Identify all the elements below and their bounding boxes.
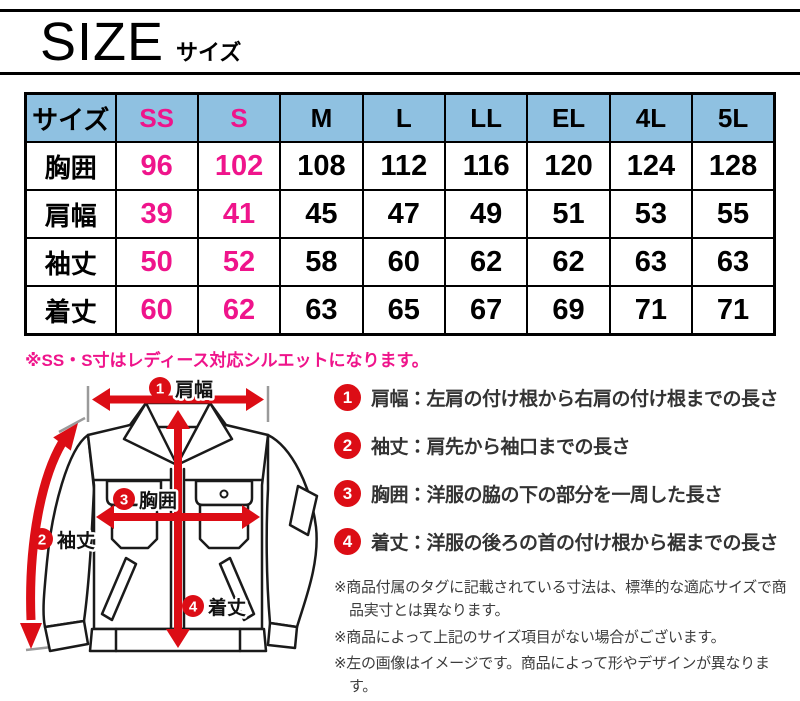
row-label: 袖丈 [24, 237, 117, 287]
size-value: 116 [443, 141, 529, 191]
row-label: 着丈 [24, 285, 117, 336]
legend-text: 袖丈：肩先から袖口までの長さ [371, 437, 631, 458]
section-header: SIZE サイズ [0, 9, 800, 75]
marker-1-number: 1 [156, 381, 164, 398]
measurement-section: 1 肩幅 2 袖丈 3 胸囲 4 着丈 1 肩幅：左肩の付け根から右肩の付け根ま… [0, 377, 800, 701]
size-chart-page: SIZE サイズ サイズ SS S M L LL EL 4L 5L [0, 9, 800, 695]
body-length-label: 着丈 [208, 596, 246, 619]
marker-1-circle [149, 377, 171, 399]
row-label: 胸囲 [24, 141, 117, 191]
sleeve-length-label: 袖丈 [56, 529, 95, 552]
jacket-measurement-diagram: 1 肩幅 2 袖丈 3 胸囲 4 着丈 [20, 377, 319, 653]
marker-4-circle [182, 595, 204, 617]
note-image-sample: ※左の画像はイメージです。商品によって形やデザインが異なります。 [334, 654, 770, 695]
sleeve-length-arrow [26, 440, 66, 621]
size-value: 50 [114, 237, 199, 287]
table-header-row: サイズ SS S M L LL EL 4L 5L [24, 92, 776, 143]
marker-3-number: 3 [120, 492, 128, 509]
size-value: 58 [279, 237, 364, 287]
legend-number-badge: 1 [334, 384, 361, 411]
size-value: 41 [196, 189, 282, 239]
legend-item-chest: 3 胸囲：洋服の脇の下の部分を一周した長さ [334, 480, 796, 507]
marker-2-circle [31, 528, 53, 550]
page-subtitle: サイズ [176, 40, 242, 65]
measurement-legend: 1 肩幅：左肩の付け根から右肩の付け根までの長さ 2 袖丈：肩先から袖口までの長… [334, 384, 796, 555]
size-value: 60 [361, 237, 447, 287]
marker-2-number: 2 [38, 532, 46, 549]
size-table-wrap: サイズ SS S M L LL EL 4L 5L 胸囲 96 102 108 [24, 92, 776, 336]
legend-text: 胸囲：洋服の脇の下の部分を一周した長さ [371, 485, 723, 506]
size-value: 102 [196, 141, 282, 191]
disclaimer-notes: ※商品付属のタグに記載されている寸法は、標準的な適応サイズで商品実寸とは異なりま… [334, 576, 796, 698]
size-value: 63 [608, 237, 694, 287]
size-value: 60 [114, 285, 199, 336]
legend-item-length: 4 着丈：洋服の後ろの首の付け根から裾までの長さ [334, 528, 796, 555]
legend-item-sleeve: 2 袖丈：肩先から袖口までの長さ [334, 432, 796, 459]
size-value: 62 [526, 237, 611, 287]
size-value: 47 [361, 189, 447, 239]
col-header-el: EL [526, 92, 611, 143]
size-value: 49 [443, 189, 529, 239]
ladies-size-note: ※SS・S寸はレディース対応シルエットになります。 [25, 351, 429, 370]
col-header-ll: LL [443, 92, 529, 143]
col-header-s: S [196, 92, 282, 143]
size-value: 67 [443, 285, 529, 336]
size-value: 55 [691, 189, 776, 239]
table-row-shoulder: 肩幅 39 41 45 47 49 51 53 55 [24, 189, 776, 239]
jacket-illustration [42, 401, 319, 653]
size-value: 96 [114, 141, 199, 191]
size-value: 39 [114, 189, 199, 239]
note-missing-items: ※商品によって上記のサイズ項目がない場合がございます。 [334, 628, 726, 646]
legend-text: 着丈：洋服の後ろの首の付け根から裾までの長さ [371, 533, 779, 554]
col-header-5l: 5L [691, 92, 776, 143]
size-value: 45 [279, 189, 364, 239]
size-value: 124 [608, 141, 694, 191]
size-value: 63 [279, 285, 364, 336]
legend-number-badge: 2 [334, 432, 361, 459]
size-value: 52 [196, 237, 282, 287]
col-header-4l: 4L [608, 92, 694, 143]
size-table: サイズ SS S M L LL EL 4L 5L 胸囲 96 102 108 [24, 92, 776, 336]
reference-tick-marks [25, 386, 270, 652]
size-value: 51 [526, 189, 611, 239]
row-label: 肩幅 [24, 189, 117, 239]
page-title: SIZE [40, 12, 165, 72]
chest-label: 胸囲 [139, 489, 177, 512]
size-value: 120 [526, 141, 611, 191]
size-value: 65 [361, 285, 447, 336]
note-tag-size: ※商品付属のタグに記載されている寸法は、標準的な適応サイズで商品実寸とは異なりま… [334, 579, 787, 620]
size-value: 71 [608, 285, 694, 336]
table-row-sleeve: 袖丈 50 52 58 60 62 62 63 63 [24, 237, 776, 287]
table-row-length: 着丈 60 62 63 65 67 69 71 71 [24, 285, 776, 336]
size-value: 128 [691, 141, 776, 191]
legend-number-badge: 3 [334, 480, 361, 507]
col-header-ss: SS [114, 92, 199, 143]
size-value: 112 [361, 141, 447, 191]
legend-item-shoulder: 1 肩幅：左肩の付け根から右肩の付け根までの長さ [334, 384, 796, 411]
measurement-arrows [20, 388, 264, 649]
shoulder-width-arrow [92, 388, 264, 411]
legend-text: 肩幅：左肩の付け根から右肩の付け根までの長さ [371, 389, 779, 410]
col-header-m: M [279, 92, 364, 143]
shoulder-width-label: 肩幅 [175, 378, 213, 401]
diagram-labels: 1 肩幅 2 袖丈 3 胸囲 4 着丈 [31, 377, 249, 622]
body-length-arrow [166, 410, 190, 648]
legend-number-badge: 4 [334, 528, 361, 555]
size-value: 62 [196, 285, 282, 336]
size-value: 53 [608, 189, 694, 239]
col-header-l: L [361, 92, 447, 143]
marker-4-number: 4 [189, 599, 198, 616]
table-row-chest: 胸囲 96 102 108 112 116 120 124 128 [24, 141, 776, 191]
col-header-size: サイズ [24, 92, 117, 143]
size-value: 71 [691, 285, 776, 336]
size-value: 69 [526, 285, 611, 336]
size-value: 63 [691, 237, 776, 287]
legend-and-notes: 1 肩幅：左肩の付け根から右肩の付け根までの長さ 2 袖丈：肩先から袖口までの長… [332, 377, 800, 701]
marker-3-circle [113, 488, 135, 510]
size-value: 62 [443, 237, 529, 287]
size-value: 108 [279, 141, 364, 191]
